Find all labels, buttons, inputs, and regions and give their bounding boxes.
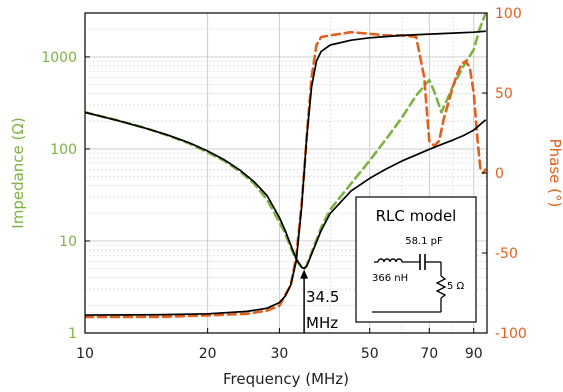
y-left-axis-title: Impedance (Ω) (9, 117, 27, 228)
y-left-tick-label: 100 (50, 142, 77, 158)
series-layer (85, 13, 487, 319)
x-axis-ticks: 10 20 30 50 70 90 (76, 328, 483, 362)
y-right-tick-label: -50 (495, 246, 518, 262)
resonance-frequency-value: 34.5 (306, 288, 339, 306)
y-right-axis-ticks: -100 -50 0 50 100 (482, 6, 527, 342)
y-left-tick-label: 1 (68, 326, 77, 342)
y-right-tick-label: 50 (495, 86, 513, 102)
x-tick-label: 30 (270, 346, 288, 362)
series-line-3 (85, 111, 487, 270)
y-right-axis-title: Phase (°) (546, 139, 563, 208)
y-left-axis-ticks: 1 10 100 1000 (41, 50, 90, 342)
x-tick-label: 50 (361, 346, 379, 362)
resistor-label: 5 Ω (447, 281, 465, 292)
inductor-label: 366 nH (372, 273, 408, 284)
inset-title: RLC model (376, 207, 457, 225)
y-right-tick-label: -100 (495, 326, 527, 342)
resonance-frequency-unit: MHz (306, 314, 338, 332)
inset-frame (355, 196, 477, 323)
x-tick-label: 70 (420, 346, 438, 362)
rlc-model-inset: RLC model 58.1 pF 366 nH 5 Ω (355, 196, 477, 323)
resistor-symbol (435, 275, 447, 299)
x-axis-title: Frequency (MHz) (223, 370, 349, 388)
x-tick-label: 90 (465, 346, 483, 362)
capacitor-label: 58.1 pF (405, 236, 443, 247)
y-right-tick-label: 100 (495, 6, 522, 22)
resonance-annotation: 34.5 MHz (300, 269, 339, 333)
x-tick-label: 20 (199, 346, 217, 362)
resonance-arrow-head (300, 269, 309, 279)
x-tick-label: 10 (76, 346, 94, 362)
y-left-tick-label: 10 (59, 234, 77, 250)
y-left-tick-label: 1000 (41, 50, 77, 66)
y-right-tick-label: 0 (495, 166, 504, 182)
series-line-4 (85, 30, 487, 316)
inductor-symbol (377, 258, 403, 263)
